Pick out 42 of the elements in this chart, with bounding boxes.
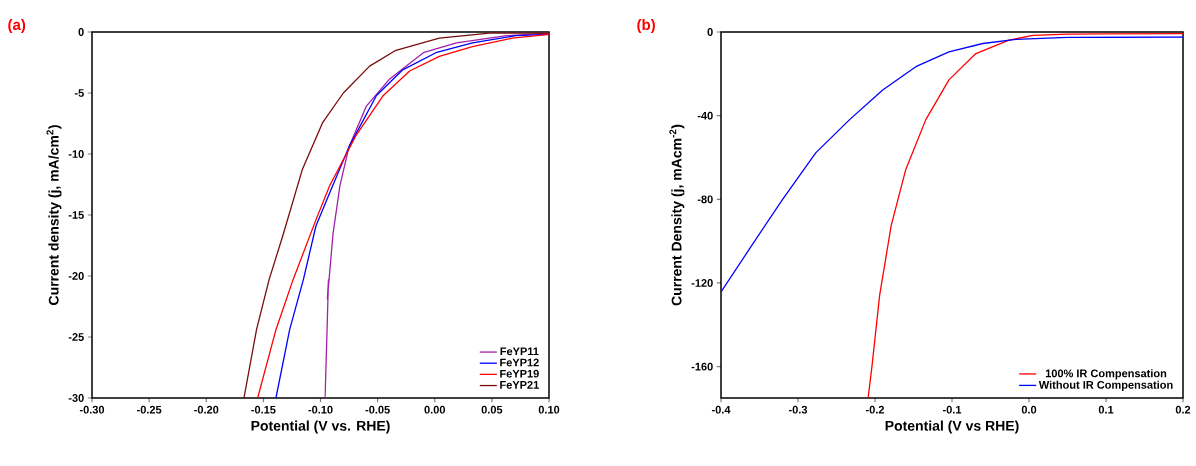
x-tick-label: -0.1 [942, 405, 962, 414]
y-tick-label: -5 [74, 89, 84, 97]
x-tick-label: 0.0 [1021, 405, 1037, 414]
x-tick-label: 0.00 [424, 405, 445, 414]
x-tick-label: -0.3 [788, 405, 808, 414]
y-tick-label: -20 [68, 272, 84, 280]
x-axis-title: Potential (V vs. RHE) [251, 420, 390, 434]
x-tick-label: -0.20 [194, 405, 219, 414]
x-tick-label: -0.4 [711, 405, 731, 414]
x-tick-label: -0.2 [865, 405, 885, 414]
x-tick-label: -0.30 [79, 405, 105, 414]
legend-label: FeYP11 [500, 347, 539, 356]
chart-title: (b) [637, 19, 655, 33]
legend-label: 100% IR Compensation [1045, 369, 1167, 380]
y-tick-label: -15 [68, 211, 84, 219]
legend-label: FeYP19 [500, 369, 539, 378]
x-tick-label: -0.05 [365, 405, 390, 414]
y-tick-label: -25 [68, 333, 84, 341]
line-series [867, 33, 1184, 398]
x-tick-label: 0.05 [481, 405, 503, 414]
x-tick-label: 0.10 [538, 405, 560, 414]
legend-label: FeYP12 [500, 358, 539, 367]
y-tick-label: -40 [697, 111, 713, 120]
x-tick-label: -0.10 [308, 405, 333, 414]
y-axis-title: Current Density (j, mAcm$^{-2}$) [669, 124, 685, 306]
y-tick-label: -120 [691, 279, 713, 287]
y-tick-label: -160 [691, 362, 713, 371]
x-tick-label: 0.1 [1098, 405, 1114, 414]
y-tick-label: 0 [78, 28, 84, 36]
x-axis-title: Potential (V vs RHE) [885, 420, 1019, 434]
y-tick-label: 0 [707, 28, 713, 36]
y-axis-title: Current density (j, mA/cm$^{2}$) [46, 125, 62, 305]
legend-label: Without IR Compensation [1038, 380, 1173, 391]
x-tick-label: -0.15 [251, 405, 276, 414]
x-tick-label: 0.2 [1175, 405, 1191, 414]
legend-label: FeYP21 [500, 380, 539, 389]
y-tick-label: -30 [68, 394, 84, 402]
x-tick-label: -0.25 [137, 405, 162, 414]
line-series [721, 36, 1184, 293]
chart-title: (a) [8, 19, 26, 33]
y-tick-label: -10 [68, 150, 84, 158]
y-tick-label: -80 [697, 195, 713, 204]
